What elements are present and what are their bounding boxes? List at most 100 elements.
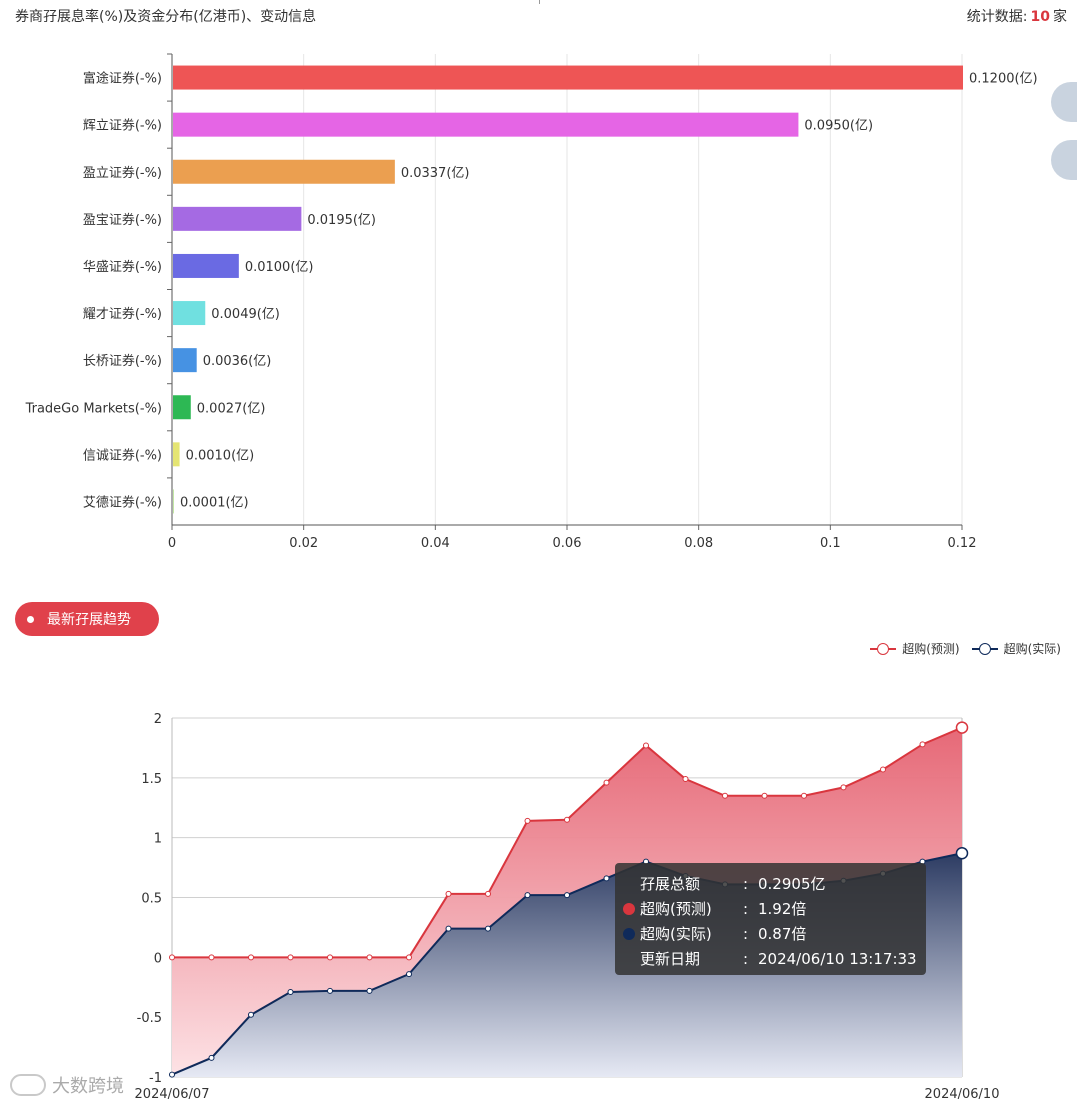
area-point-series-0: [880, 766, 886, 773]
tooltip-row-total: 孖展总额 : 0.2905亿: [640, 874, 826, 894]
bar-x-tick-label: 0: [168, 536, 176, 551]
area-point-series-1: [955, 846, 969, 860]
bar: [173, 206, 302, 231]
tooltip-row-date: 更新日期 : 2024/06/10 13:17:33: [640, 949, 917, 969]
bar-value-label: 0.0010(亿): [186, 448, 255, 463]
area-point-series-0: [603, 779, 610, 786]
bar: [173, 348, 197, 373]
area-x-end-label: 2024/06/10: [925, 1087, 1000, 1102]
area-point-series-0: [919, 741, 926, 748]
bar-value-label: 0.0049(亿): [211, 307, 280, 322]
bar-x-tick-label: 0.1: [820, 536, 841, 551]
tooltip-total-value: 0.2905亿: [758, 875, 826, 893]
tooltip-forecast-label: 超购(预测): [640, 900, 712, 918]
area-y-tick-label: 2: [154, 712, 162, 727]
tooltip-total-label: 孖展总额: [640, 875, 701, 893]
area-y-tick-label: 0: [154, 951, 162, 966]
area-point-series-1: [564, 892, 570, 899]
bar-category-label: 艾德证券(-%): [83, 494, 162, 510]
area-x-start-label: 2024/06/07: [135, 1087, 210, 1102]
page-title: 券商孖展息率(%)及资金分布(亿港币)、变动信息: [15, 9, 317, 25]
area-point-series-1: [445, 925, 452, 932]
bar-value-label: 0.0036(亿): [203, 354, 272, 369]
area-point-series-0: [248, 954, 254, 961]
bar-category-label: 盈宝证券(-%): [83, 212, 162, 228]
bar-category-label: 辉立证券(-%): [83, 118, 162, 134]
legend-item-actual[interactable]: 超购(实际): [971, 640, 1061, 657]
area-point-series-1: [524, 892, 531, 899]
area-point-series-0: [801, 792, 807, 799]
bar-value-label: 0.0195(亿): [307, 213, 376, 228]
tooltip-forecast-marker: [623, 902, 635, 915]
top-divider-tick: [539, 0, 540, 4]
legend-actual-label: 超购(实际): [1003, 642, 1061, 656]
area-point-series-0: [564, 816, 570, 823]
area-y-tick-label: -1: [149, 1071, 162, 1086]
stats-count-unit: 家: [1053, 9, 1067, 25]
bar: [173, 112, 799, 137]
area-point-series-0: [643, 742, 649, 749]
area-point-series-0: [485, 890, 491, 897]
area-point-series-1: [169, 1071, 175, 1078]
stats-count-label: 统计数据:: [966, 9, 1028, 25]
tooltip-row-forecast: 超购(预测) : 1.92倍: [623, 896, 926, 921]
watermark-text: 大数跨境: [52, 1076, 124, 1097]
bar-value-label: 0.0950(亿): [804, 119, 873, 134]
bar-category-label: 耀才证券(-%): [83, 306, 162, 322]
bar-x-tick-label: 0.12: [948, 536, 977, 551]
area-y-tick-label: -0.5: [137, 1011, 162, 1026]
legend-forecast-label: 超购(预测): [902, 642, 960, 656]
bar: [173, 489, 174, 514]
area-point-series-0: [169, 954, 175, 961]
bar: [173, 159, 395, 184]
bar: [173, 253, 239, 278]
bar-x-tick-label: 0.04: [421, 536, 450, 551]
legend-forecast-symbol: [870, 642, 897, 656]
area-point-series-1: [248, 1011, 254, 1018]
bar-value-label: 0.0337(亿): [401, 166, 470, 181]
legend-item-forecast[interactable]: 超购(预测): [870, 640, 960, 657]
area-point-series-0: [327, 954, 333, 961]
bar-value-label: 0.0100(亿): [245, 260, 314, 275]
chart-tooltip: 孖展总额 : 0.2905亿 超购(预测) : 1.92倍 超购(实际) : 0…: [615, 863, 926, 975]
trend-button-dot: [27, 615, 34, 623]
stats-count: 统计数据: 10 家: [967, 6, 1067, 26]
area-point-series-0: [955, 721, 969, 734]
bar-x-tick-label: 0.02: [289, 536, 318, 551]
area-point-series-0: [840, 784, 847, 791]
area-point-series-1: [603, 875, 610, 882]
bar: [173, 442, 180, 467]
area-point-series-0: [761, 792, 768, 799]
tooltip-actual-value: 0.87倍: [758, 925, 807, 943]
area-point-series-0: [524, 817, 531, 824]
side-float-button-2[interactable]: [1051, 140, 1077, 180]
broker-bar-chart: 0 0.02 0.04 0.06 0.08 0.1 0.12 富途证券(-%) 0.1200(亿…: [25, 53, 1038, 551]
area-point-series-0: [722, 792, 728, 799]
tooltip-date-label: 更新日期: [640, 950, 701, 968]
bar-category-label: 华盛证券(-%): [83, 259, 162, 275]
bar-x-tick-label: 0.08: [684, 536, 713, 551]
area-y-tick-label: 1.5: [141, 772, 162, 787]
watermark-logo-icon: [10, 1074, 46, 1096]
area-point-series-0: [287, 954, 294, 961]
area-point-series-1: [485, 925, 491, 932]
trend-section-button[interactable]: 最新孖展趋势: [15, 602, 159, 636]
area-point-series-0: [406, 954, 412, 961]
area-point-series-1: [208, 1054, 215, 1061]
tooltip-forecast-value: 1.92倍: [758, 900, 807, 918]
trend-button-label: 最新孖展趋势: [47, 612, 131, 628]
area-point-series-1: [327, 987, 333, 994]
watermark: 大数跨境: [10, 1072, 124, 1098]
bar-category-label: 盈立证券(-%): [83, 165, 162, 181]
area-point-series-1: [406, 971, 412, 978]
tooltip-actual-marker: [623, 927, 635, 940]
area-point-series-1: [366, 987, 373, 994]
tooltip-row-actual: 超购(实际) : 0.87倍: [623, 921, 926, 946]
side-float-button-1[interactable]: [1051, 82, 1077, 122]
bar-category-label: 信诚证券(-%): [83, 447, 162, 463]
bar: [173, 395, 191, 420]
area-y-tick-label: 1: [154, 832, 162, 847]
legend-actual-symbol: [971, 642, 998, 656]
bar-category-label: TradeGo Markets(-%): [25, 401, 162, 416]
area-point-series-1: [287, 989, 294, 996]
